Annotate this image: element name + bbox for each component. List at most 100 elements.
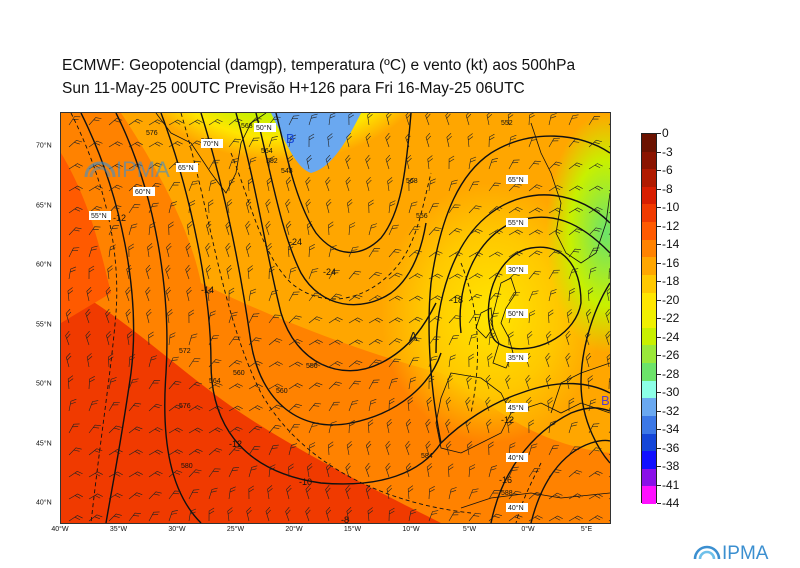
colorbar-tick [657,170,661,171]
wind-barb [467,441,473,456]
wind-barb [325,506,332,522]
wind-barb [508,331,514,346]
wind-barb [348,222,356,236]
wind-barb [85,330,91,346]
colorbar-segment [642,310,656,329]
wind-barb [308,422,319,434]
wind-barb [408,508,417,522]
wind-barb [388,295,403,302]
wind-barb [465,113,472,126]
colorbar-label: -3 [662,144,673,159]
wind-barb [548,289,557,302]
colorbar-label: -18 [662,274,680,288]
wind-barb [308,361,323,368]
geo-label: 552 [266,158,278,165]
wind-barb [468,464,476,478]
wind-barb [588,266,597,280]
wind-barb [165,264,171,280]
wind-barb [208,179,217,192]
wind-barb [67,375,74,390]
wind-barb [108,205,122,214]
wind-barb [408,376,417,390]
wind-barb [128,378,139,390]
colorbar-tick [657,484,661,486]
colorbar-label: -14 [662,237,680,251]
colorbar-segment [642,415,656,434]
wind-barb [465,396,471,412]
wind-barb [408,177,415,192]
wind-barb [225,220,231,236]
wind-barb [368,338,383,346]
geo-label: 572 [179,348,191,355]
grid-lat-tag: 35°N [508,354,524,362]
wind-barb [365,154,371,170]
wind-barb [188,119,203,126]
wind-barb [148,202,159,214]
wind-barb [468,251,483,258]
wind-barb [548,445,560,456]
wind-barb [428,250,443,258]
temp-label: -8 [341,515,349,523]
colorbar-label: -41 [662,477,680,492]
wind-barb [68,423,80,434]
wind-barb [568,493,583,500]
wind-barb [348,380,361,390]
wind-barb [147,243,153,258]
wind-barb [288,443,298,456]
wind-barb [205,264,212,280]
wind-barb [588,206,603,214]
grid-lat-tag: 30°N [508,266,524,274]
latitude-label: 50°N [36,380,52,388]
wind-barb [508,442,516,456]
wind-barb [227,507,233,522]
wind-barb [345,462,351,478]
wind-barb [68,470,83,478]
wind-barb [65,352,72,368]
wind-barb [165,286,171,302]
colorbar-segment [642,239,656,258]
colorbar-segment [642,151,656,170]
colorbar-segment [642,169,656,188]
wind-barb [487,353,493,368]
wind-barb [307,463,313,478]
wind-barb [467,133,474,148]
longitude-label: 10°W [402,526,420,533]
colorbar-label: -36 [662,440,680,455]
wind-barb [308,292,321,302]
ipma-rainbow-icon [84,161,116,178]
wind-barb [488,332,496,346]
low-center-east-marker: B [601,393,610,408]
wind-barb [566,309,573,324]
wind-barb [88,265,95,280]
wind-barb [345,154,351,170]
wind-barb [547,397,553,412]
grid-lat-tag: 60°N [135,188,151,196]
colorbar-segment [642,274,656,294]
wind-barb [88,514,103,522]
grid-lat-tag: 40°N [508,504,524,512]
wind-barb [248,156,257,170]
colorbar-tick [657,466,661,467]
latitude-label: 55°N [36,321,52,328]
wind-barb [325,484,331,500]
colorbar-label: -30 [662,385,680,399]
wind-barb [606,353,610,368]
grid-lat-tag: 70°N [203,140,219,148]
wind-barb [508,229,523,236]
longitude-label: 25°W [226,526,245,533]
wind-barb [408,201,418,214]
wind-barb [488,513,502,522]
wind-barb [508,466,519,478]
wind-barb [128,402,142,412]
wind-barb [248,337,262,346]
grid-lat-tag: 55°N [91,212,107,220]
wind-barb [568,288,575,302]
wind-barb [548,229,563,236]
wind-barb [388,397,395,412]
latitude-label: 70°N [36,142,52,150]
wind-barb [108,118,123,126]
wind-barb [208,310,216,324]
wind-barb [588,227,602,236]
wind-barb [585,330,591,346]
wind-barb [65,308,72,324]
